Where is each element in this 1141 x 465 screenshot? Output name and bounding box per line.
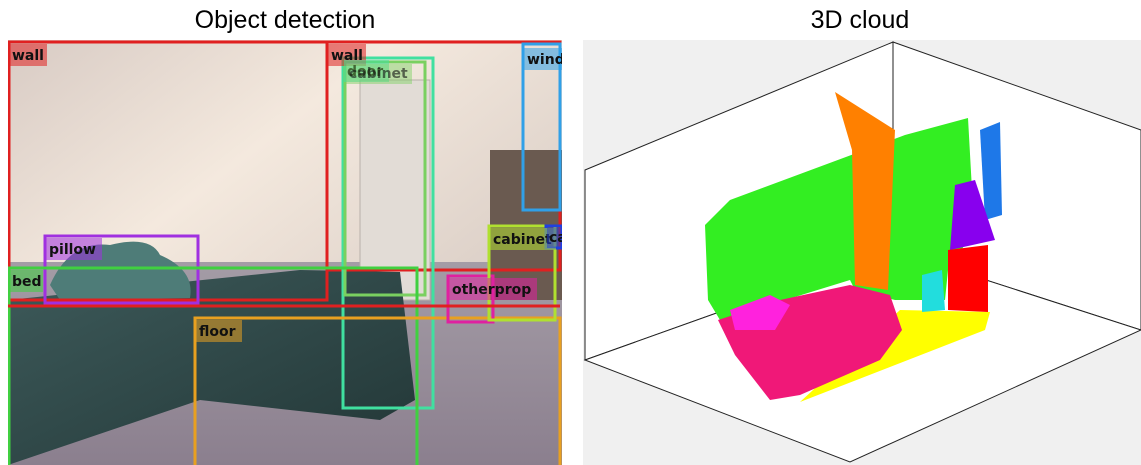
box-label: floor bbox=[199, 324, 236, 340]
box-label: cabinet bbox=[349, 66, 408, 82]
box-label: window bbox=[527, 52, 587, 68]
box-label: cabinet bbox=[493, 232, 552, 248]
box-label: pillow bbox=[49, 242, 96, 258]
point-cloud-view bbox=[583, 40, 1141, 465]
panel-title: 3D cloud bbox=[811, 6, 910, 34]
box-label: otherprop bbox=[452, 282, 531, 298]
box-label: bed bbox=[12, 274, 42, 290]
box-label: wall bbox=[12, 48, 44, 64]
box-label: door bbox=[347, 64, 383, 80]
box-label: cabinet bbox=[549, 230, 608, 246]
detection-boxes: wall wall window door cabinet pillow bed… bbox=[8, 40, 608, 465]
panel-title: Object detection bbox=[195, 6, 376, 34]
